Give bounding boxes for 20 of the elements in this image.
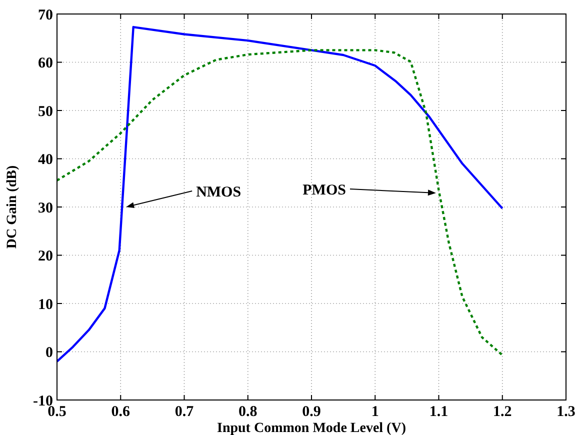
y-axis-title: DC Gain (dB): [5, 165, 20, 249]
x-tick-label: 0.9: [302, 404, 321, 420]
x-tick-label: 1.3: [556, 404, 576, 420]
y-tick-label: 60: [38, 56, 53, 72]
annotation: NMOS: [196, 184, 242, 200]
x-tick-label: 0.6: [111, 404, 130, 420]
y-tick-label: 70: [38, 7, 53, 24]
y-tick-label: 0: [46, 345, 53, 361]
x-tick-label: 1.2: [493, 404, 512, 420]
x-axis-title: Input Common Mode Level (V): [217, 421, 406, 435]
x-tick-label: 0.7: [174, 404, 194, 420]
y-tick-label: 50: [38, 104, 53, 120]
x-tick-label: 1.1: [429, 404, 448, 420]
y-tick-label: 40: [38, 152, 53, 168]
y-tick-label: 30: [38, 200, 53, 216]
annotation: PMOS: [302, 182, 346, 198]
x-tick-label: 1: [371, 404, 379, 420]
x-tick-label: 0.8: [238, 404, 258, 420]
y-tick-label: 10: [38, 296, 53, 313]
y-tick-label: 20: [38, 248, 53, 264]
